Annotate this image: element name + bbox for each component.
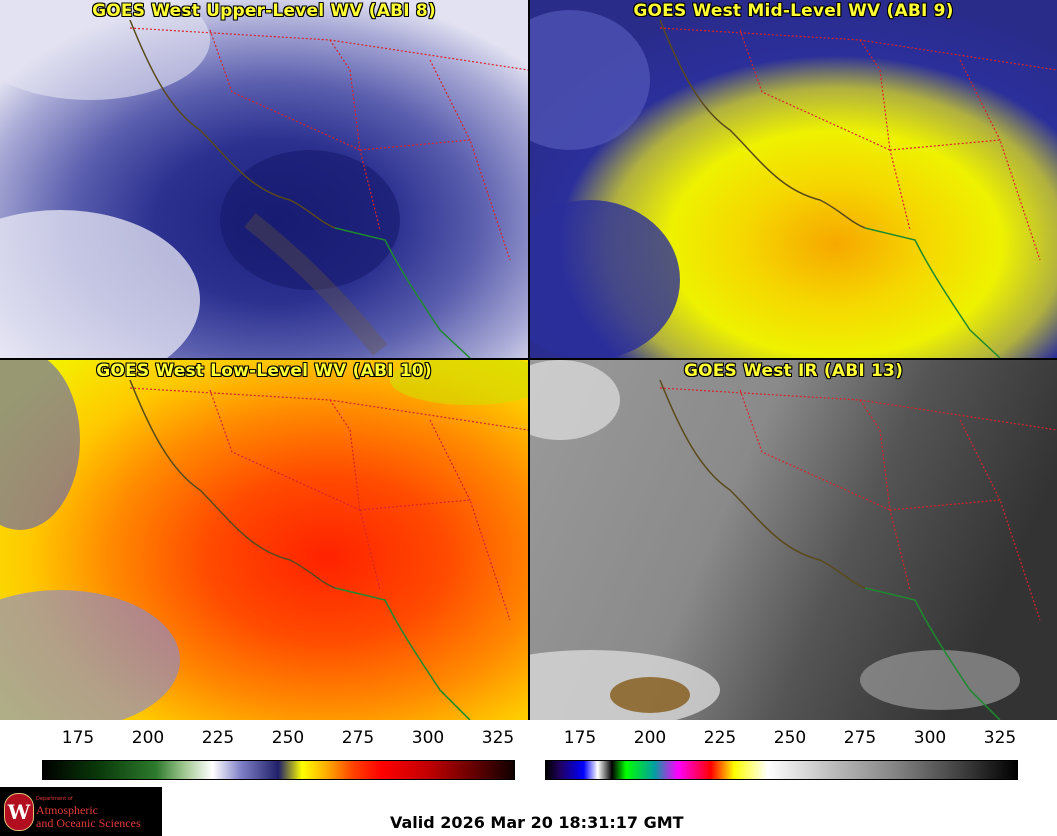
logo-line-1: Atmospheric bbox=[36, 803, 98, 817]
low-level-wv-image bbox=[0, 360, 528, 720]
tick-label: 300 bbox=[411, 728, 445, 748]
tick-label: 300 bbox=[913, 728, 947, 748]
panel-title: GOES West Low-Level WV (ABI 10) bbox=[96, 361, 432, 381]
logo-dept: Department of bbox=[36, 796, 73, 802]
aos-logo: W Department of Atmospheric and Oceanic … bbox=[0, 787, 162, 836]
valid-time: Valid 2026 Mar 20 18:31:17 GMT bbox=[390, 813, 684, 832]
tick-label: 200 bbox=[633, 728, 667, 748]
panel-title: GOES West Upper-Level WV (ABI 8) bbox=[92, 1, 436, 21]
upper-level-wv-image bbox=[0, 0, 528, 358]
tick-label: 175 bbox=[61, 728, 95, 748]
panel-low-level-wv: GOES West Low-Level WV (ABI 10) bbox=[0, 360, 528, 720]
colorbar-right-ticks: 175 200 225 250 275 300 325 bbox=[545, 728, 1017, 758]
tick-label: 200 bbox=[131, 728, 165, 748]
tick-label: 225 bbox=[201, 728, 235, 748]
colorbar-left bbox=[42, 760, 515, 780]
panel-mid-level-wv: GOES West Mid-Level WV (ABI 9) bbox=[530, 0, 1057, 358]
tick-label: 250 bbox=[271, 728, 305, 748]
tick-label: 250 bbox=[773, 728, 807, 748]
panel-divider-horizontal bbox=[0, 358, 1057, 360]
panel-ir: GOES West IR (ABI 13) bbox=[530, 360, 1057, 720]
logo-line-2: and Oceanic Sciences bbox=[36, 816, 141, 830]
tick-label: 275 bbox=[341, 728, 375, 748]
panel-title: GOES West Mid-Level WV (ABI 9) bbox=[633, 1, 954, 21]
tick-label: 325 bbox=[983, 728, 1017, 748]
panel-upper-level-wv: GOES West Upper-Level WV (ABI 8) bbox=[0, 0, 528, 358]
panel-divider-vertical bbox=[528, 0, 530, 720]
mid-level-wv-image bbox=[530, 0, 1057, 358]
colorbar-left-ticks: 175 200 225 250 275 300 325 bbox=[42, 728, 514, 758]
ir-image bbox=[530, 360, 1057, 720]
tick-label: 225 bbox=[703, 728, 737, 748]
tick-label: 325 bbox=[481, 728, 515, 748]
tick-label: 275 bbox=[843, 728, 877, 748]
colorbar-right bbox=[545, 760, 1018, 780]
uw-seal-icon: W bbox=[4, 793, 34, 831]
tick-label: 175 bbox=[563, 728, 597, 748]
panel-title: GOES West IR (ABI 13) bbox=[683, 361, 904, 381]
